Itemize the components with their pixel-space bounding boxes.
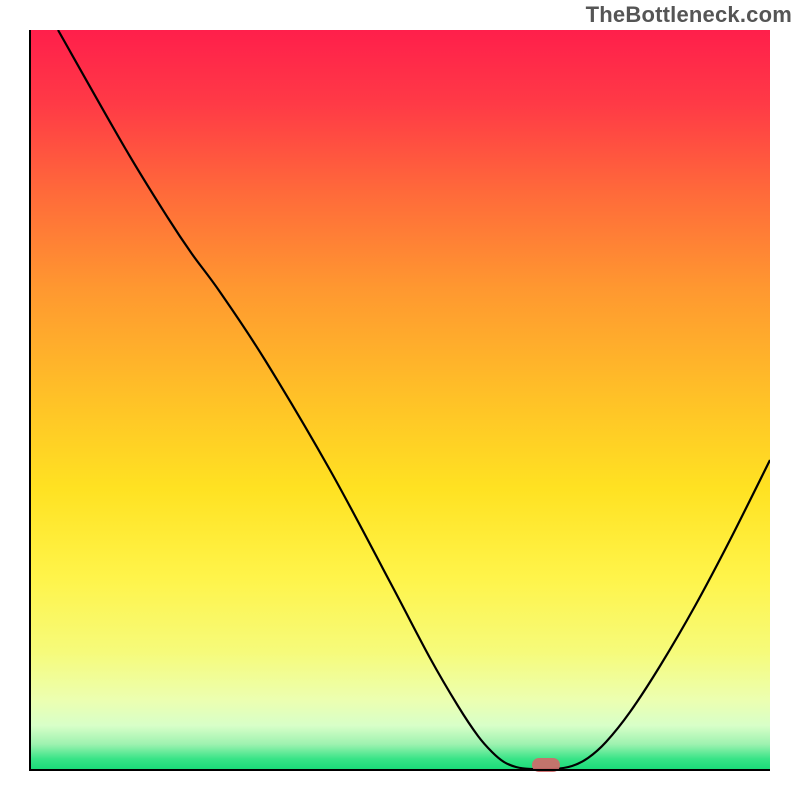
gradient-background xyxy=(30,30,770,770)
watermark-text: TheBottleneck.com xyxy=(586,2,792,28)
bottleneck-chart xyxy=(0,0,800,800)
chart-container: { "watermark": { "text": "TheBottleneck.… xyxy=(0,0,800,800)
